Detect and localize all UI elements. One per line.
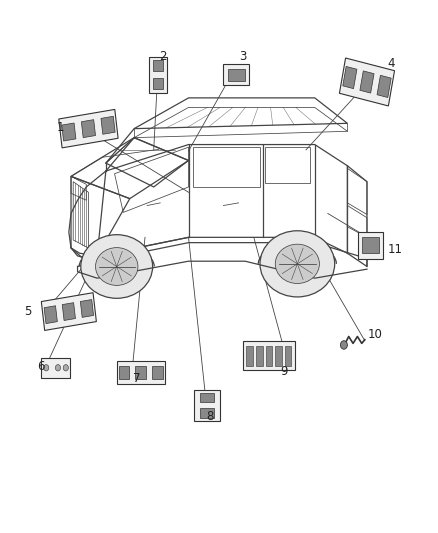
FancyBboxPatch shape <box>135 366 146 378</box>
FancyBboxPatch shape <box>149 56 167 93</box>
FancyBboxPatch shape <box>377 75 391 98</box>
FancyBboxPatch shape <box>228 69 245 80</box>
FancyBboxPatch shape <box>339 58 395 106</box>
Text: 1: 1 <box>57 121 64 134</box>
Text: 8: 8 <box>207 409 214 423</box>
Text: 6: 6 <box>37 360 44 373</box>
Text: 4: 4 <box>387 58 395 70</box>
Text: 11: 11 <box>388 243 403 256</box>
FancyBboxPatch shape <box>362 237 379 253</box>
FancyBboxPatch shape <box>153 78 163 89</box>
FancyBboxPatch shape <box>200 393 214 402</box>
FancyBboxPatch shape <box>80 300 94 317</box>
Circle shape <box>63 365 68 371</box>
Text: 7: 7 <box>133 373 140 385</box>
FancyBboxPatch shape <box>265 345 272 366</box>
FancyBboxPatch shape <box>62 303 75 320</box>
FancyBboxPatch shape <box>194 390 220 421</box>
FancyBboxPatch shape <box>81 119 95 138</box>
Text: 9: 9 <box>280 365 288 378</box>
FancyBboxPatch shape <box>343 67 357 88</box>
Circle shape <box>340 341 347 349</box>
Text: 10: 10 <box>367 328 382 341</box>
Circle shape <box>55 365 60 371</box>
FancyBboxPatch shape <box>152 366 162 378</box>
FancyBboxPatch shape <box>41 293 96 330</box>
FancyBboxPatch shape <box>223 64 250 85</box>
Ellipse shape <box>81 235 152 298</box>
FancyBboxPatch shape <box>44 306 57 324</box>
FancyBboxPatch shape <box>119 366 129 378</box>
Ellipse shape <box>260 231 335 297</box>
FancyBboxPatch shape <box>358 232 383 259</box>
FancyBboxPatch shape <box>275 345 282 366</box>
FancyBboxPatch shape <box>243 341 295 370</box>
FancyBboxPatch shape <box>59 109 118 148</box>
FancyBboxPatch shape <box>101 116 115 134</box>
FancyBboxPatch shape <box>117 361 165 384</box>
Text: 2: 2 <box>159 50 166 63</box>
Circle shape <box>44 365 49 371</box>
FancyBboxPatch shape <box>285 345 291 366</box>
FancyBboxPatch shape <box>247 345 253 366</box>
FancyBboxPatch shape <box>360 71 374 93</box>
FancyBboxPatch shape <box>153 60 163 71</box>
FancyBboxPatch shape <box>200 408 214 418</box>
FancyBboxPatch shape <box>62 123 76 141</box>
Ellipse shape <box>95 248 138 285</box>
Text: 5: 5 <box>24 305 31 318</box>
Text: 3: 3 <box>239 50 247 63</box>
Ellipse shape <box>275 244 319 284</box>
FancyBboxPatch shape <box>256 345 262 366</box>
FancyBboxPatch shape <box>41 358 70 378</box>
